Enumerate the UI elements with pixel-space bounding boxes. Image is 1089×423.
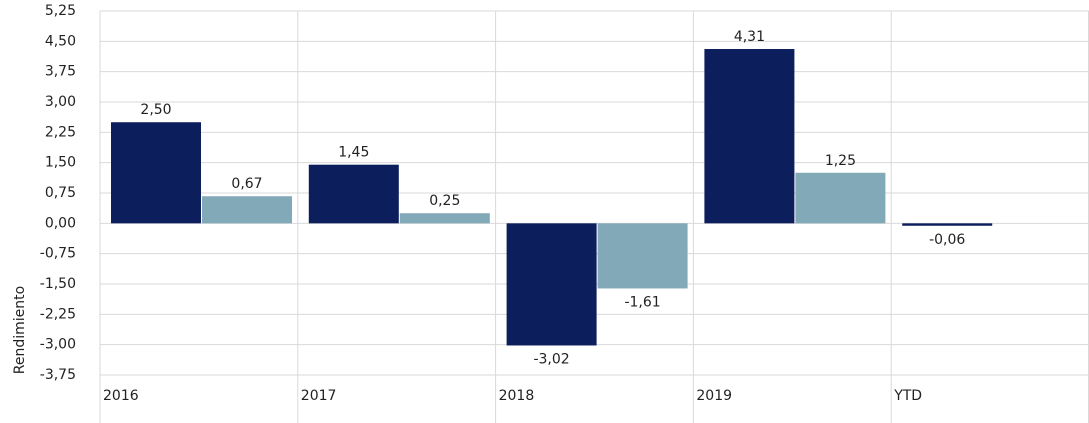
bar bbox=[111, 122, 201, 224]
data-label: -0,06 bbox=[929, 232, 965, 248]
bar bbox=[795, 172, 886, 224]
y-tick-label: 0,00 bbox=[45, 215, 76, 231]
y-tick-label: 4,50 bbox=[45, 33, 76, 49]
x-tick-label: 2019 bbox=[696, 388, 732, 404]
data-label: 0,67 bbox=[231, 176, 262, 192]
y-tick-label: -3,00 bbox=[40, 337, 76, 353]
y-tick-label: 5,25 bbox=[45, 3, 76, 19]
data-label: 1,45 bbox=[338, 145, 369, 161]
y-tick-label: 3,75 bbox=[45, 64, 76, 80]
y-tick-label: -3,75 bbox=[40, 367, 76, 383]
y-tick-label: -1,50 bbox=[40, 276, 76, 292]
bar bbox=[704, 49, 795, 224]
x-tick-label: YTD bbox=[893, 388, 922, 404]
bar bbox=[902, 223, 993, 226]
x-tick-label: 2017 bbox=[301, 388, 337, 404]
x-tick-label: 2016 bbox=[103, 388, 139, 404]
y-axis-label: Rendimiento bbox=[12, 286, 28, 374]
bar bbox=[399, 213, 490, 224]
y-tick-label: 3,00 bbox=[45, 94, 76, 110]
data-label: 2,50 bbox=[140, 102, 171, 118]
data-label: -1,61 bbox=[624, 294, 660, 310]
y-tick-label: 2,25 bbox=[45, 124, 76, 140]
y-tick-label: -0,75 bbox=[40, 246, 76, 262]
bar bbox=[202, 196, 292, 224]
data-label: -3,02 bbox=[533, 351, 569, 367]
bar bbox=[597, 223, 688, 289]
x-tick-label: 2018 bbox=[499, 388, 535, 404]
y-tick-label: -2,25 bbox=[40, 306, 76, 322]
bar bbox=[506, 223, 597, 346]
y-tick-label: 1,50 bbox=[45, 155, 76, 171]
bar bbox=[308, 164, 399, 224]
data-label: 1,25 bbox=[825, 153, 856, 169]
y-tick-label: 0,75 bbox=[45, 185, 76, 201]
data-label: 4,31 bbox=[734, 29, 765, 45]
data-label: 0,25 bbox=[429, 193, 460, 209]
